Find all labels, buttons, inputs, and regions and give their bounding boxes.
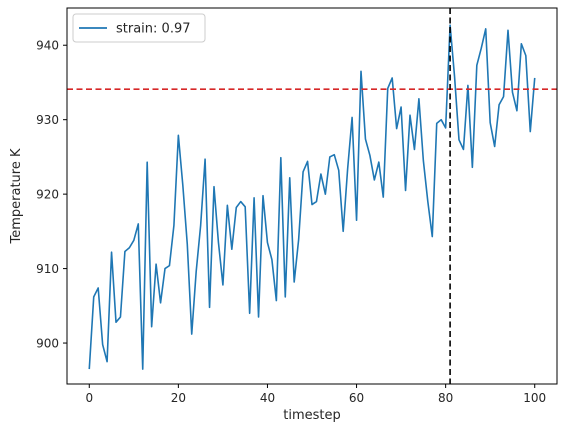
- x-tick-label: 100: [523, 391, 546, 405]
- x-axis: 0 20 40 60 80 100: [85, 384, 546, 405]
- legend-box: [72, 13, 206, 43]
- x-tick-label: 40: [260, 391, 275, 405]
- x-tick-label: 60: [349, 391, 364, 405]
- x-axis-label: timestep: [283, 408, 341, 423]
- plot-area-frame: [66, 7, 558, 385]
- y-tick-label: 900: [36, 337, 59, 351]
- legend-label: strain: 0.97: [116, 22, 191, 37]
- reference-lines: [67, 8, 557, 384]
- y-tick-label: 930: [36, 113, 59, 127]
- y-tick-label: 910: [36, 262, 59, 276]
- y-tick-label: 920: [36, 188, 59, 202]
- y-tick-label: 940: [36, 39, 59, 53]
- x-tick-label: 0: [85, 391, 93, 405]
- legend: strain: 0.97: [72, 13, 206, 43]
- x-tick-label: 20: [171, 391, 186, 405]
- plot-layer: [88, 24, 536, 370]
- y-axis-label: Temperature K: [9, 148, 24, 244]
- x-tick-label: 80: [438, 391, 453, 405]
- y-axis: 900 910 920 930 940: [36, 39, 67, 351]
- series-line-0: [88, 24, 536, 370]
